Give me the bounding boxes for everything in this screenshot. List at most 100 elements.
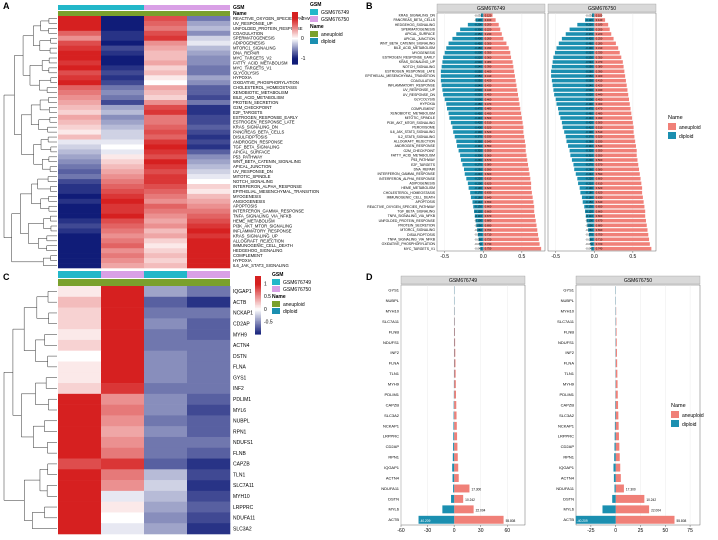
panel-c-colorbar-cell (255, 299, 261, 302)
panel-c-heat-cell (58, 350, 102, 362)
panel-b-bar-aneuploid (594, 83, 627, 88)
panel-b-bar-value: 0.540 (485, 139, 492, 143)
panel-b-bar-value: 0.390 (485, 65, 492, 69)
panel-b-bar-value: 0.730 (485, 242, 492, 246)
panel-c-legend-gsm-swatch (272, 279, 280, 285)
panel-d-category-label: RPN1 (563, 455, 574, 460)
panel-d-x-tick-label: 60 (505, 528, 511, 534)
panel-b-bar-diploid (458, 148, 484, 153)
panel-d-category-label: NDUFS1 (558, 340, 575, 345)
panel-a-heat-cell (187, 139, 231, 145)
panel-b-bar-value: 0.430 (485, 83, 492, 87)
panel-a-legend-gsm-swatch (310, 16, 318, 22)
panel-d-bar-diploid (453, 484, 455, 493)
panel-d-bar-diploid (613, 474, 616, 483)
panel-a-heat-cell (58, 134, 102, 140)
panel-c-colorbar-cell (255, 291, 261, 294)
panel-c-colorbar-cell (255, 331, 261, 334)
panel-b-bar-value: -0.540 (474, 65, 482, 69)
panel-a-heat-cell (144, 149, 188, 155)
panel-b-category-label: PROTEIN_SECRETION (398, 224, 435, 228)
panel-a-heat-cell (144, 114, 188, 121)
panel-b-bar-diploid (478, 237, 484, 242)
panel-a-colorbar-cell (292, 54, 298, 57)
panel-a-heat-cell (101, 164, 145, 170)
panel-c-row-label: MYH9 (233, 332, 247, 338)
panel-b-bar-value: 0.370 (596, 60, 603, 64)
panel-c-anno-name-cell (58, 279, 101, 286)
panel-c-heat-cell (187, 480, 231, 492)
panel-a-colorbar-cell (292, 13, 298, 16)
panel-c-heat-cell (58, 436, 102, 449)
panel-b-bar-aneuploid (594, 181, 642, 186)
panel-d-category-label: PDLIM1 (385, 392, 400, 397)
panel-b-bar-diploid (448, 111, 484, 116)
panel-a-heat-cell (187, 238, 231, 244)
panel-d-data-label: -40.209 (577, 519, 588, 523)
panel-c-heat-cell (58, 426, 102, 438)
panel-b-category-label: MYOGENESIS (412, 51, 436, 55)
panel-a-heat-cell (144, 119, 188, 126)
panel-c-heat-cell (144, 490, 188, 502)
panel-c-heat-cell (58, 286, 102, 298)
panel-c-colorbar-cell (255, 293, 261, 296)
panel-a-heat-cell (187, 144, 231, 150)
panel-b-bar-diploid (552, 60, 595, 64)
panel-a-heat-cell (58, 129, 102, 135)
panel-c-heat-cell (101, 469, 145, 481)
panel-c-row-label: RPN1 (233, 429, 247, 435)
panel-a-heat-cell (58, 50, 102, 56)
panel-b-bar-aneuploid (594, 120, 633, 125)
panel-a-heat-cell (101, 104, 145, 111)
panel-c-heat-cell (144, 426, 188, 438)
panel-b-bar-aneuploid (483, 74, 515, 78)
panel-a-heat-cell (144, 65, 188, 71)
panel-a-heat-cell (187, 16, 231, 22)
panel-b-bar-diploid (568, 144, 595, 148)
panel-b-bar-value: -0.220 (585, 177, 593, 181)
panel-b-bar-value: 0.200 (485, 23, 492, 27)
panel-a-row-dendrogram (3, 18, 57, 266)
panel-d-category-label: PDLIM1 (560, 392, 575, 397)
panel-b-bar-value: 0.220 (485, 27, 492, 31)
panel-a-row-label: NOTCH_SIGNALING (233, 179, 273, 184)
panel-c-heat-cell (187, 286, 231, 298)
panel-b-bar-value: -0.070 (474, 233, 482, 237)
panel-a-colorbar-cell (292, 45, 298, 48)
panel-b-bar-value: 0.250 (596, 37, 603, 41)
panel-b-bar-diploid (442, 88, 484, 92)
panel-a-heat-cell (187, 223, 231, 229)
panel-c-heat-cell (187, 490, 231, 502)
panel-a-heat-cell (144, 70, 188, 76)
panel-a-row-label: IMMUNOGENIC_CELL_DEATH (233, 243, 293, 248)
panel-d-bar-aneuploid (615, 505, 650, 514)
panel-b-bar-diploid (556, 102, 595, 106)
panel-a-heat-cell (101, 174, 145, 180)
panel-b-category-label: KRAS_SIGNALING_DN (399, 14, 436, 18)
panel-c-heat-cell (101, 458, 145, 470)
panel-a-heat-cell (58, 258, 102, 264)
panel-b-bar-value: -0.320 (585, 27, 593, 31)
panel-a-heat-cell (187, 228, 231, 234)
panel-b-bar-value: 0.530 (485, 135, 492, 139)
panel-c-heat-cell (101, 307, 145, 319)
panel-a-row-label: MYOGENESIS (233, 194, 261, 199)
panel-b-category-label: NOTCH_SIGNALING (403, 65, 436, 69)
panel-b-bar-diploid (468, 186, 484, 190)
panel-b-bar-diploid (554, 92, 595, 97)
panel-b-bar-value: -0.350 (474, 139, 482, 143)
panel-c-heat-cell (58, 404, 102, 416)
panel-a-heat-cell (58, 45, 102, 51)
panel-a-heat-cell (144, 85, 188, 91)
panel-b-bar-value: 0.470 (596, 107, 603, 111)
panel-a-colorbar-cell (292, 56, 298, 59)
panel-b-category-label: COAGULATION (411, 79, 436, 83)
panel-a-row-label: UNFOLDED_PROTEIN_RESPONSE (233, 26, 303, 31)
panel-b-bar-value: 0.560 (596, 158, 603, 162)
panel-a-heat-cell (187, 203, 231, 210)
panel-a-heat-cell (144, 20, 188, 27)
panel-b-category-label: KRAS_SIGNALING_UP (399, 60, 436, 64)
panel-a-colorbar-cell (292, 47, 298, 49)
panel-a-heat-cell (187, 75, 231, 81)
panel-a-heat-cell (144, 253, 188, 259)
